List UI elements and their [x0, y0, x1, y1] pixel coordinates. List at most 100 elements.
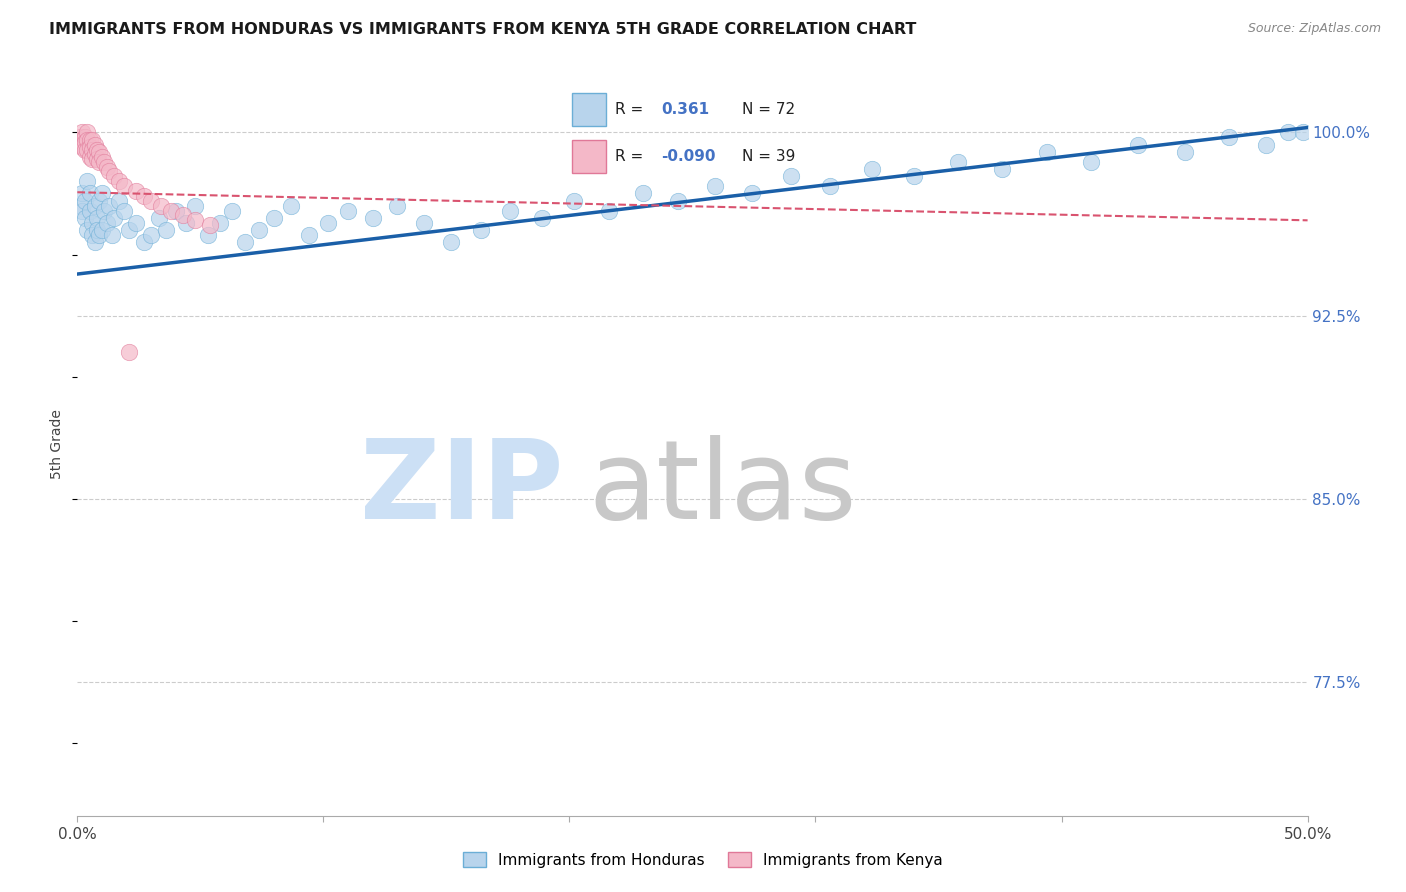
Point — [413, 216, 436, 230]
Point — [101, 227, 124, 242]
Text: IMMIGRANTS FROM HONDURAS VS IMMIGRANTS FROM KENYA 5TH GRADE CORRELATION CHART: IMMIGRANTS FROM HONDURAS VS IMMIGRANTS F… — [49, 22, 917, 37]
Point — [96, 160, 118, 174]
Text: N = 39: N = 39 — [742, 149, 796, 164]
Text: ZIP: ZIP — [360, 435, 564, 542]
Point — [89, 154, 111, 169]
Point — [184, 199, 207, 213]
Point — [112, 203, 135, 218]
Point — [499, 203, 522, 218]
Point — [1218, 130, 1240, 145]
Point — [298, 227, 321, 242]
Point — [103, 169, 125, 184]
Point — [76, 125, 98, 139]
Point — [86, 223, 108, 237]
Point — [385, 199, 409, 213]
Point — [1292, 125, 1315, 139]
Point — [150, 199, 173, 213]
Point — [73, 130, 96, 145]
Point — [666, 194, 689, 208]
Point — [132, 235, 155, 250]
Text: R =: R = — [614, 102, 648, 117]
Point — [89, 227, 111, 242]
FancyBboxPatch shape — [572, 140, 606, 173]
Point — [160, 203, 183, 218]
Point — [82, 133, 104, 147]
Point — [90, 223, 114, 237]
Point — [531, 211, 554, 225]
Point — [148, 211, 170, 225]
Point — [1277, 125, 1299, 139]
Point — [470, 223, 492, 237]
Point — [82, 216, 104, 230]
Point — [118, 223, 141, 237]
Point — [172, 209, 194, 223]
Point — [141, 194, 163, 208]
Point — [70, 133, 93, 147]
Point — [903, 169, 925, 184]
Point — [221, 203, 243, 218]
Point — [86, 143, 108, 157]
Point — [132, 189, 155, 203]
Point — [103, 211, 125, 225]
Point — [1174, 145, 1197, 159]
Point — [83, 137, 105, 152]
Point — [948, 154, 970, 169]
Point — [860, 162, 883, 177]
Point — [598, 203, 620, 218]
Point — [79, 150, 101, 164]
Legend: Immigrants from Honduras, Immigrants from Kenya: Immigrants from Honduras, Immigrants fro… — [457, 846, 949, 873]
Point — [633, 186, 655, 201]
Point — [76, 223, 98, 237]
Point — [70, 140, 93, 154]
Y-axis label: 5th Grade: 5th Grade — [51, 409, 65, 479]
Point — [108, 194, 131, 208]
Point — [76, 174, 98, 188]
Point — [125, 216, 148, 230]
Text: atlas: atlas — [588, 435, 856, 542]
Point — [70, 203, 93, 218]
Point — [82, 153, 104, 167]
Point — [82, 227, 104, 242]
Point — [90, 186, 114, 201]
Point — [83, 199, 105, 213]
Point — [108, 174, 131, 188]
Point — [155, 223, 177, 237]
Point — [165, 203, 187, 218]
Point — [112, 179, 135, 194]
Point — [263, 211, 285, 225]
Point — [318, 216, 340, 230]
Point — [280, 199, 302, 213]
Point — [98, 199, 121, 213]
Point — [69, 130, 91, 145]
Point — [86, 153, 108, 167]
Point — [70, 125, 93, 139]
Text: N = 72: N = 72 — [742, 102, 794, 117]
Point — [79, 133, 101, 147]
Point — [96, 216, 118, 230]
Point — [1254, 137, 1277, 152]
Point — [820, 179, 842, 194]
Point — [79, 203, 101, 218]
Point — [741, 186, 763, 201]
Point — [89, 145, 111, 159]
Text: R =: R = — [614, 149, 648, 164]
Point — [73, 143, 96, 157]
Point — [93, 203, 115, 218]
Point — [1080, 154, 1102, 169]
Point — [200, 218, 222, 232]
Point — [83, 235, 105, 250]
Point — [1036, 145, 1059, 159]
Point — [76, 143, 98, 157]
Point — [440, 235, 463, 250]
Point — [703, 179, 725, 194]
Point — [93, 154, 115, 169]
Point — [73, 135, 96, 149]
Point — [174, 216, 197, 230]
Point — [79, 140, 101, 154]
Point — [98, 164, 121, 178]
Point — [69, 137, 91, 152]
Point — [89, 194, 111, 208]
Point — [197, 227, 219, 242]
Text: -0.090: -0.090 — [661, 149, 716, 164]
FancyBboxPatch shape — [572, 93, 606, 126]
